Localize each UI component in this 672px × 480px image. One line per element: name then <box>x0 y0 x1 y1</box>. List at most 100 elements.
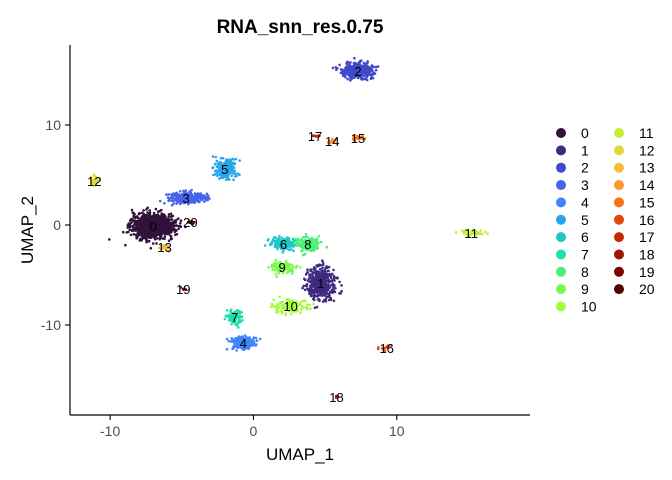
data-point <box>327 269 330 273</box>
data-point <box>142 236 145 240</box>
data-point <box>301 239 304 243</box>
cluster-5-points <box>211 155 241 182</box>
data-point <box>304 252 307 256</box>
data-point <box>360 77 363 81</box>
data-point <box>169 196 173 200</box>
data-point <box>147 219 151 223</box>
data-point <box>229 161 232 164</box>
data-point <box>291 303 294 307</box>
data-point <box>369 77 373 80</box>
data-point <box>275 308 278 311</box>
data-point <box>267 266 270 269</box>
data-point <box>218 173 221 177</box>
data-point <box>314 247 317 251</box>
data-point <box>167 215 170 218</box>
cluster-label-10: 10 <box>283 299 297 314</box>
data-point <box>293 305 297 308</box>
data-point <box>332 268 335 272</box>
data-point <box>142 209 145 212</box>
data-point <box>290 272 294 275</box>
data-point <box>312 298 316 302</box>
legend-label: 16 <box>639 212 655 228</box>
data-point <box>321 259 324 263</box>
data-point <box>322 280 326 284</box>
x-tick-label: 0 <box>250 423 258 439</box>
legend-key <box>556 180 566 191</box>
data-point <box>355 63 359 67</box>
data-point <box>160 224 164 227</box>
data-point <box>226 170 229 174</box>
data-point <box>371 73 374 77</box>
legend-label: 12 <box>639 142 655 158</box>
data-point <box>237 326 240 329</box>
data-point <box>282 305 286 309</box>
data-point <box>154 233 157 237</box>
cluster-label-7: 7 <box>231 310 238 325</box>
legend-item-13: 13 <box>614 160 655 176</box>
data-point <box>358 65 362 69</box>
cluster-13-points <box>157 244 170 253</box>
legend-key <box>556 214 566 225</box>
data-point <box>133 216 137 220</box>
data-point <box>287 267 291 270</box>
data-point <box>312 280 316 283</box>
data-point <box>218 165 221 169</box>
data-point <box>125 231 128 234</box>
data-point <box>170 218 174 221</box>
data-point <box>306 241 309 244</box>
data-point <box>281 266 285 270</box>
data-point <box>343 73 347 77</box>
data-point <box>467 231 470 235</box>
data-point <box>349 61 352 64</box>
data-point <box>183 196 187 199</box>
data-point <box>236 172 239 175</box>
data-point <box>128 219 132 222</box>
data-point <box>312 238 316 241</box>
data-point <box>279 309 283 312</box>
data-point <box>168 226 172 230</box>
data-point <box>133 219 137 222</box>
data-point <box>166 218 169 221</box>
data-point <box>289 312 293 316</box>
cluster-15-points <box>352 134 367 142</box>
data-point <box>245 346 248 350</box>
data-point <box>241 345 245 349</box>
data-point <box>298 302 301 306</box>
data-point <box>276 238 279 241</box>
data-point <box>135 237 138 240</box>
data-point <box>160 218 164 222</box>
data-point <box>160 221 163 224</box>
legend-item-3: 3 <box>556 177 589 193</box>
data-point <box>145 216 148 220</box>
data-point <box>322 292 326 296</box>
cluster-label-17: 17 <box>308 129 322 144</box>
data-point <box>317 271 321 274</box>
legend-label: 4 <box>581 194 589 210</box>
data-point <box>308 273 312 276</box>
data-point <box>196 192 199 196</box>
data-point <box>319 263 323 267</box>
legend-item-19: 19 <box>614 264 655 280</box>
data-point <box>346 77 350 81</box>
data-point <box>133 226 136 230</box>
data-point <box>164 220 167 224</box>
legend-key <box>556 145 566 156</box>
data-point <box>273 268 277 272</box>
data-point <box>308 303 312 307</box>
data-point <box>332 284 336 287</box>
data-point <box>466 234 470 238</box>
cluster-label-18: 18 <box>329 390 343 405</box>
data-point <box>287 302 291 306</box>
data-point <box>202 200 206 203</box>
data-point <box>296 240 299 244</box>
data-point <box>188 198 191 202</box>
data-point <box>152 228 155 232</box>
legend-label: 18 <box>639 246 655 262</box>
data-point <box>475 231 479 235</box>
data-point <box>255 339 259 343</box>
data-point <box>291 266 294 270</box>
data-point <box>329 290 333 293</box>
data-point <box>149 223 152 226</box>
